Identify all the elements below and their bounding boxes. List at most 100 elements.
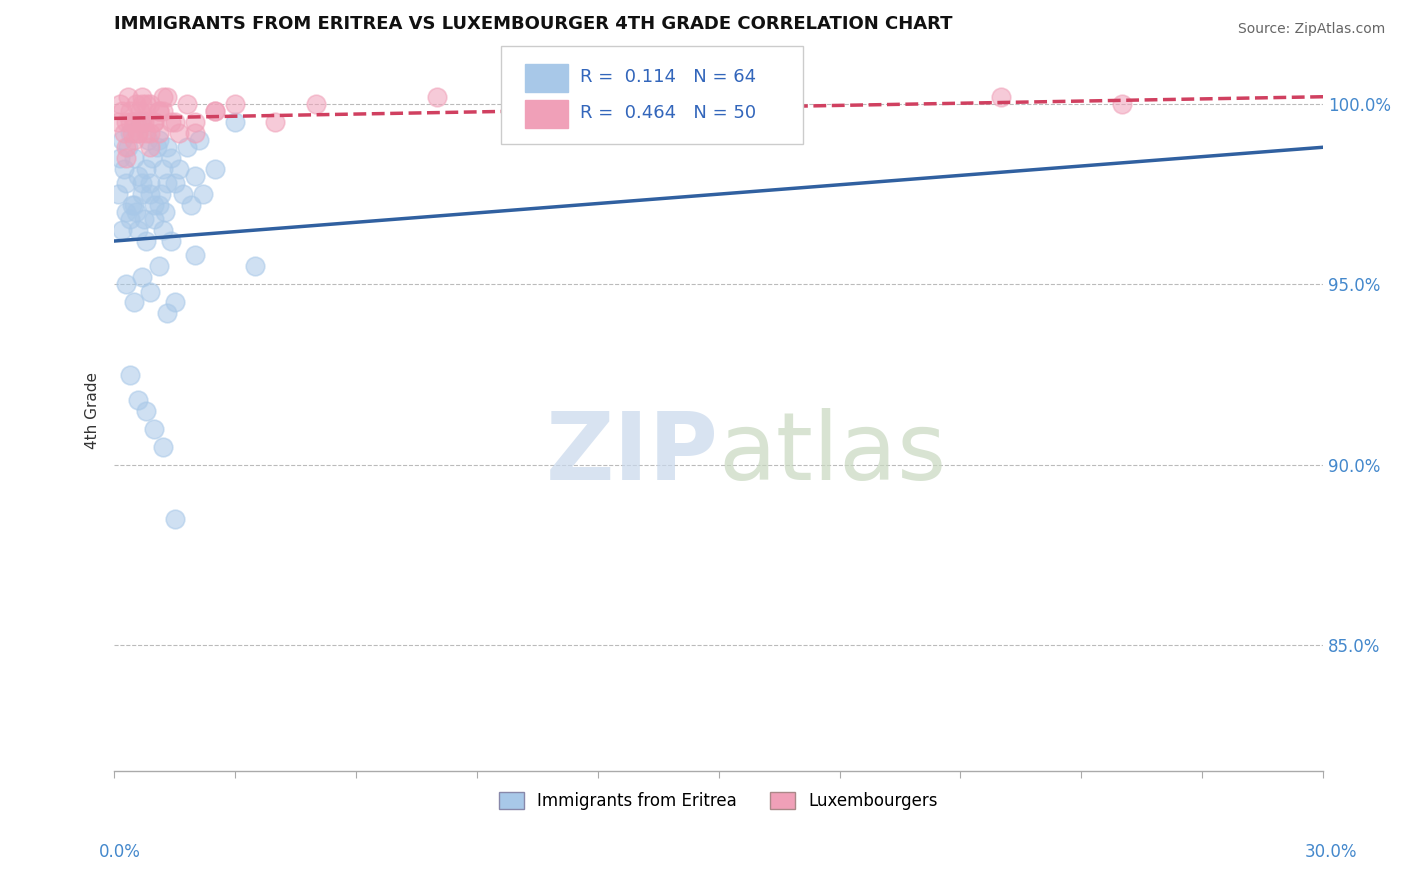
Point: [120, 104, 142, 119]
Y-axis label: 4th Grade: 4th Grade: [86, 372, 100, 449]
Point: [149, 187, 172, 202]
Point: [159, 151, 181, 165]
Point: [143, 198, 166, 212]
Point: [124, 198, 146, 212]
Point: [127, 223, 149, 237]
Text: 30.0%: 30.0%: [1305, 843, 1357, 861]
Point: [172, 187, 194, 202]
Point: [143, 212, 166, 227]
Point: [115, 205, 138, 219]
Point: [204, 161, 226, 176]
Point: [148, 198, 170, 212]
Point: [139, 140, 162, 154]
Point: [204, 104, 226, 119]
Point: [117, 140, 139, 154]
Point: [163, 512, 186, 526]
Point: [187, 133, 209, 147]
Point: [224, 97, 246, 112]
Point: [163, 295, 186, 310]
Text: Source: ZipAtlas.com: Source: ZipAtlas.com: [1237, 22, 1385, 37]
Point: [120, 212, 142, 227]
Point: [107, 115, 129, 129]
Text: R =  0.464   N = 50: R = 0.464 N = 50: [579, 104, 756, 122]
Point: [135, 403, 157, 417]
Point: [139, 285, 162, 299]
Point: [124, 115, 146, 129]
Point: [152, 161, 174, 176]
Point: [184, 126, 207, 140]
Point: [155, 140, 177, 154]
Point: [125, 205, 148, 219]
Point: [124, 115, 146, 129]
Point: [191, 187, 214, 202]
Point: [112, 161, 135, 176]
Point: [143, 115, 166, 129]
Point: [155, 177, 177, 191]
Point: [155, 89, 177, 103]
Point: [131, 89, 153, 103]
Point: [167, 161, 190, 176]
Point: [117, 89, 139, 103]
Point: [163, 177, 186, 191]
Point: [120, 115, 142, 129]
Point: [224, 115, 246, 129]
Point: [135, 234, 157, 248]
Point: [131, 270, 153, 285]
Point: [145, 140, 167, 154]
Point: [138, 133, 160, 147]
Text: ZIP: ZIP: [546, 408, 718, 500]
FancyBboxPatch shape: [501, 46, 803, 144]
Point: [152, 440, 174, 454]
Point: [176, 97, 198, 112]
Point: [139, 97, 162, 112]
Legend: Immigrants from Eritrea, Luxembourgers: Immigrants from Eritrea, Luxembourgers: [492, 786, 945, 817]
FancyBboxPatch shape: [526, 100, 568, 128]
Text: R =  0.114   N = 64: R = 0.114 N = 64: [579, 69, 756, 87]
Point: [129, 104, 152, 119]
Point: [148, 133, 170, 147]
Point: [124, 133, 146, 147]
Point: [111, 104, 134, 119]
Point: [167, 126, 190, 140]
Point: [148, 126, 170, 140]
Point: [131, 187, 153, 202]
Point: [112, 126, 135, 140]
Point: [115, 140, 138, 154]
Point: [125, 97, 148, 112]
Point: [127, 169, 149, 183]
Point: [264, 115, 287, 129]
Point: [707, 97, 730, 112]
Point: [204, 104, 226, 119]
Point: [305, 97, 328, 112]
Point: [184, 169, 207, 183]
Point: [152, 104, 174, 119]
Point: [107, 187, 129, 202]
Text: 0.0%: 0.0%: [98, 843, 141, 861]
Point: [148, 260, 170, 274]
Point: [139, 126, 162, 140]
Point: [143, 115, 166, 129]
Point: [184, 248, 207, 262]
Point: [127, 392, 149, 407]
Point: [115, 277, 138, 292]
Point: [180, 198, 202, 212]
Point: [115, 115, 138, 129]
Point: [184, 115, 207, 129]
Point: [131, 115, 153, 129]
Text: atlas: atlas: [718, 408, 946, 500]
Point: [143, 422, 166, 436]
Point: [111, 133, 134, 147]
Point: [1111, 97, 1133, 112]
Point: [110, 97, 132, 112]
Point: [115, 177, 138, 191]
Point: [127, 126, 149, 140]
Point: [121, 126, 143, 140]
Point: [135, 97, 157, 112]
Point: [148, 104, 170, 119]
Point: [159, 234, 181, 248]
Point: [111, 223, 134, 237]
Point: [134, 115, 156, 129]
Point: [129, 115, 152, 129]
Point: [120, 126, 142, 140]
Text: IMMIGRANTS FROM ERITREA VS LUXEMBOURGER 4TH GRADE CORRELATION CHART: IMMIGRANTS FROM ERITREA VS LUXEMBOURGER …: [114, 15, 953, 33]
